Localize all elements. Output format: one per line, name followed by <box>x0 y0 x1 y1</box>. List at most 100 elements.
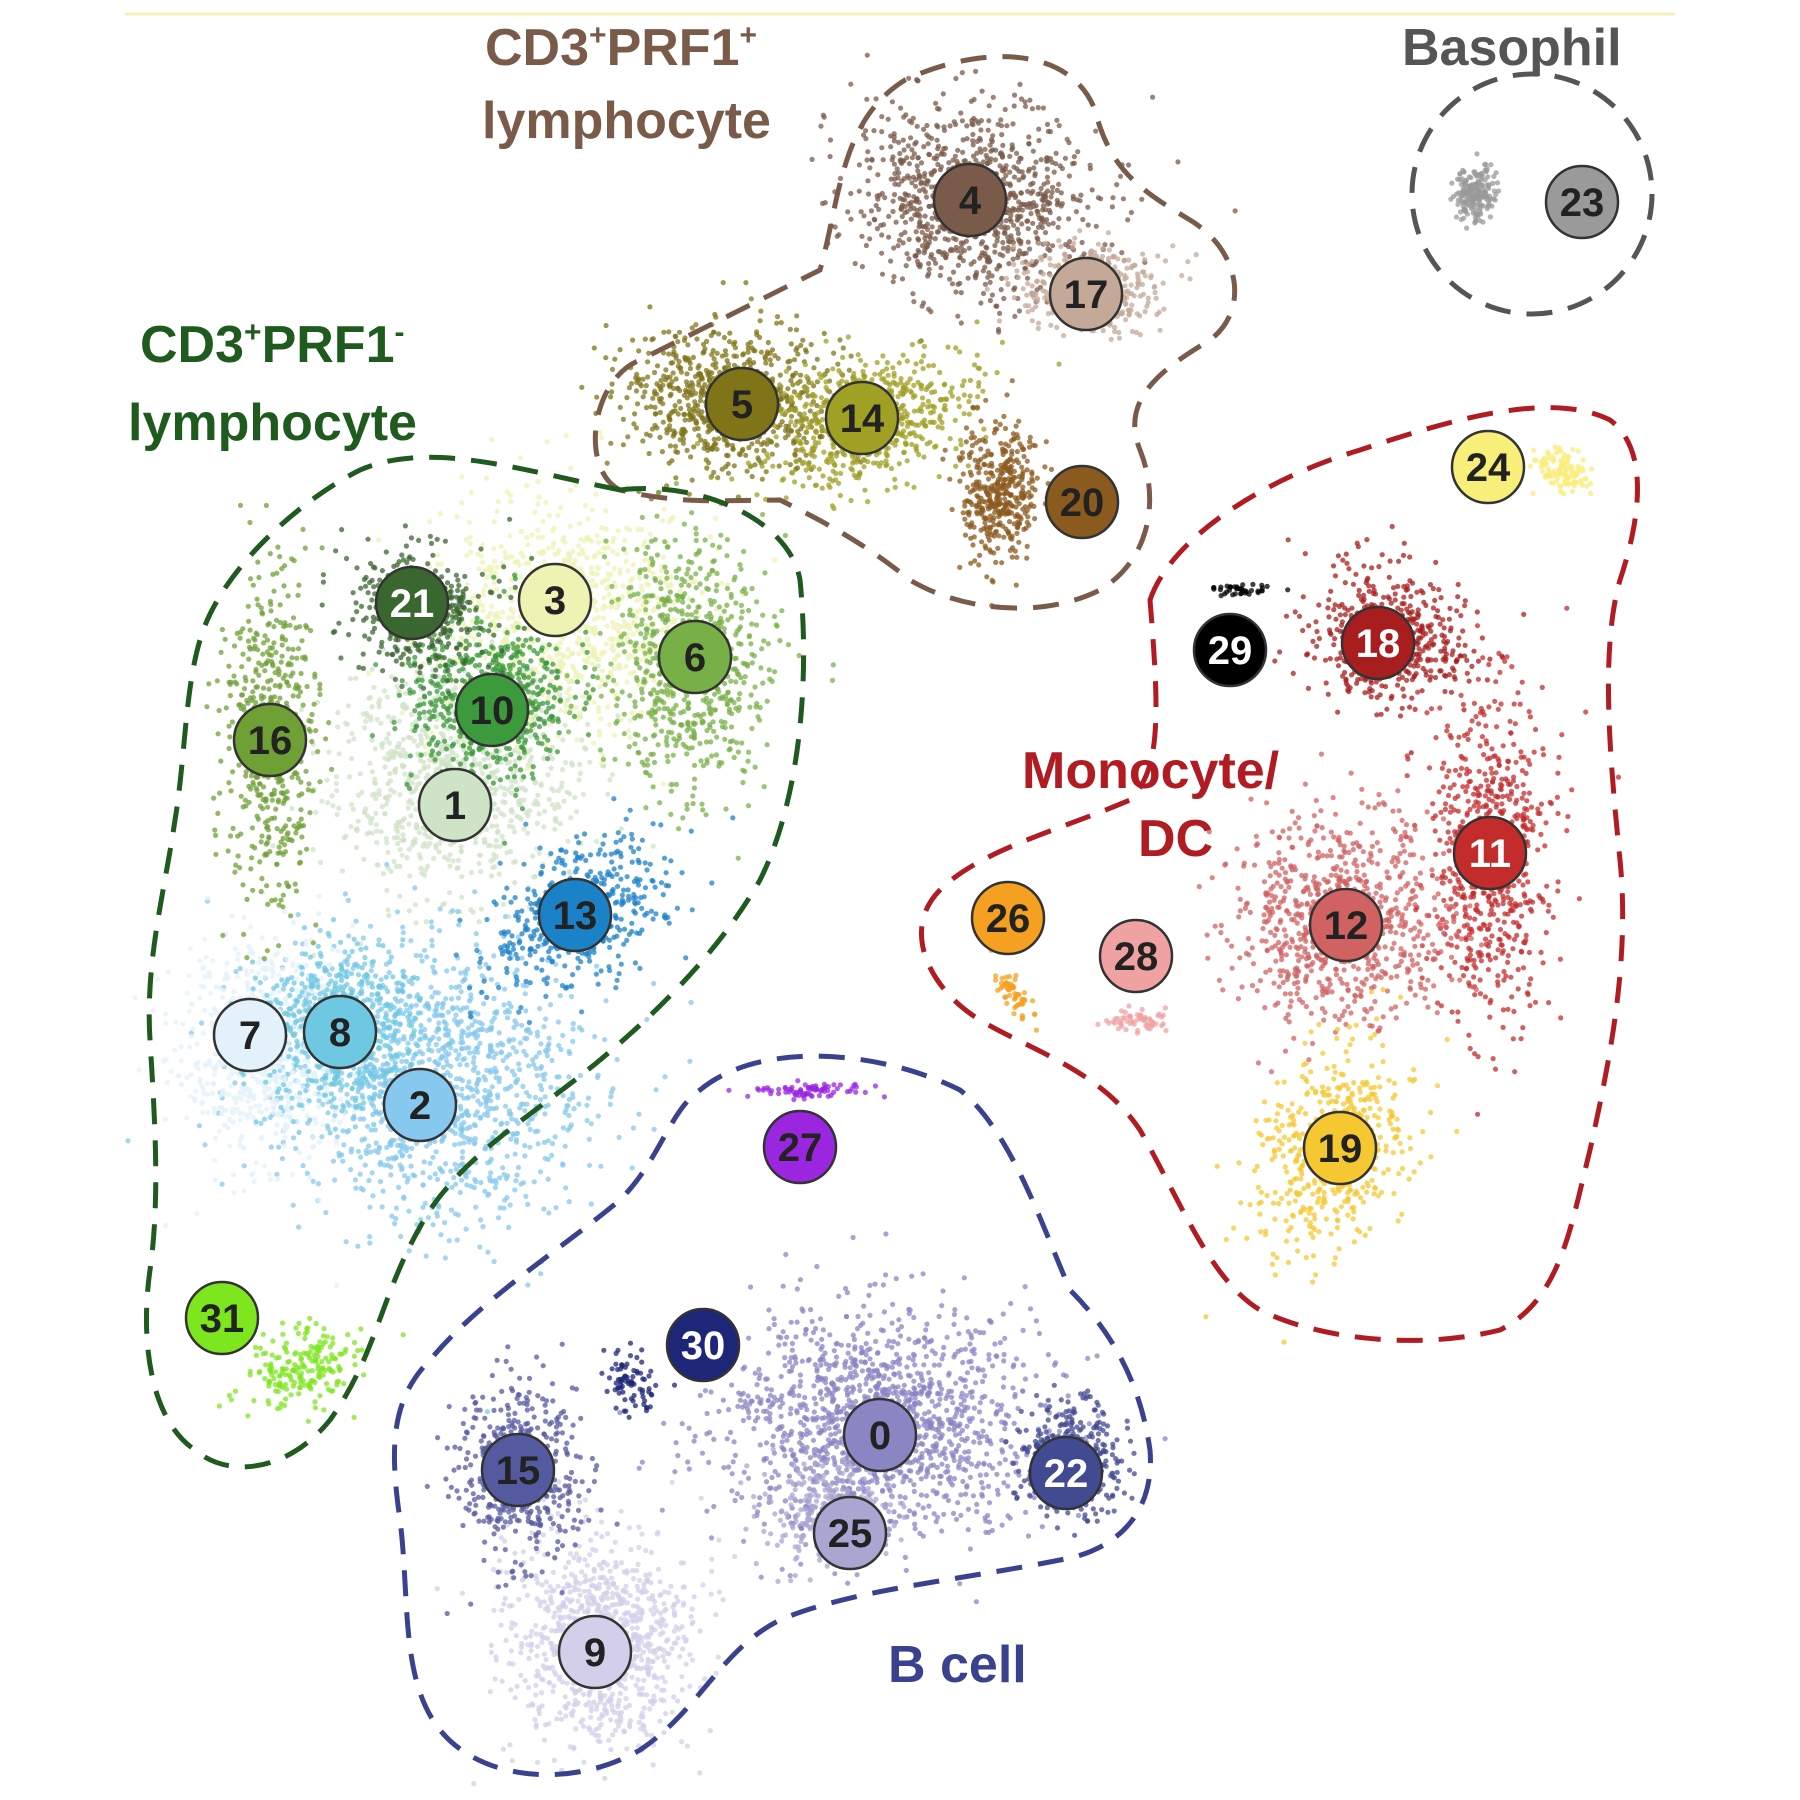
point <box>442 761 448 767</box>
point <box>333 781 340 787</box>
point <box>719 580 725 587</box>
point <box>482 655 488 661</box>
point <box>506 1224 512 1230</box>
point <box>468 869 475 876</box>
point <box>814 1414 820 1421</box>
point <box>453 1012 459 1018</box>
point <box>400 747 406 753</box>
point <box>553 819 560 825</box>
point <box>566 1074 572 1080</box>
point <box>797 1383 803 1389</box>
point <box>532 1128 538 1135</box>
point <box>938 265 944 271</box>
point <box>530 1057 536 1063</box>
point <box>523 1008 529 1014</box>
point <box>513 744 520 750</box>
point <box>1033 1318 1039 1324</box>
point <box>1114 182 1120 188</box>
point <box>637 607 643 613</box>
point <box>605 544 611 551</box>
point <box>589 578 595 584</box>
point <box>372 1085 378 1091</box>
point <box>399 824 405 830</box>
point <box>373 810 379 816</box>
point <box>600 752 606 758</box>
point <box>929 1398 935 1404</box>
point <box>381 688 387 694</box>
point <box>525 542 531 548</box>
point <box>919 1454 925 1461</box>
point <box>823 1380 829 1386</box>
point <box>572 557 579 564</box>
point <box>375 1013 381 1020</box>
point <box>994 1471 1000 1477</box>
point <box>455 908 461 915</box>
point <box>526 1063 532 1069</box>
point <box>514 967 520 973</box>
point <box>782 1355 788 1361</box>
point <box>478 906 484 912</box>
point <box>1094 1353 1100 1359</box>
point <box>454 1084 460 1090</box>
point <box>729 1382 735 1388</box>
point <box>476 761 482 767</box>
point <box>330 803 336 809</box>
point <box>553 1205 559 1211</box>
point <box>845 209 851 215</box>
point <box>406 1248 412 1254</box>
point <box>340 1158 346 1164</box>
point <box>934 137 940 143</box>
point <box>589 625 596 631</box>
point <box>394 909 401 915</box>
point <box>478 1179 484 1186</box>
point <box>456 1052 462 1058</box>
point <box>938 1473 944 1479</box>
point <box>398 997 404 1004</box>
point <box>969 1335 975 1341</box>
point <box>865 1330 871 1336</box>
point <box>754 1382 760 1388</box>
point <box>994 1487 1001 1493</box>
point <box>845 1390 851 1396</box>
point <box>430 1222 436 1228</box>
point <box>990 1465 996 1471</box>
point <box>912 1526 918 1532</box>
point <box>588 1121 594 1127</box>
point <box>810 1437 817 1443</box>
point <box>833 1480 839 1486</box>
point <box>601 578 608 584</box>
point <box>986 1500 993 1506</box>
point <box>372 776 378 782</box>
point <box>799 1442 805 1448</box>
point <box>599 525 605 531</box>
point <box>412 902 419 908</box>
point <box>915 1502 921 1508</box>
point <box>368 714 374 720</box>
point <box>535 801 541 808</box>
point <box>421 765 427 772</box>
point <box>521 656 527 663</box>
point <box>466 1079 472 1085</box>
point <box>481 756 487 762</box>
point <box>513 1078 519 1085</box>
point <box>813 1401 819 1407</box>
point <box>966 1416 972 1422</box>
point <box>357 771 363 777</box>
point <box>559 1161 566 1167</box>
point <box>490 865 496 871</box>
point <box>964 1423 970 1429</box>
point <box>886 1338 892 1344</box>
point <box>547 1002 554 1008</box>
point <box>367 1204 373 1210</box>
point <box>918 1371 924 1377</box>
point <box>779 1393 785 1399</box>
point <box>428 984 434 990</box>
point <box>577 770 584 777</box>
point <box>466 519 472 525</box>
point <box>951 1311 958 1318</box>
point <box>295 912 301 918</box>
cluster-4-points <box>809 52 1238 344</box>
point <box>645 582 651 589</box>
point <box>935 1390 941 1397</box>
point <box>647 531 654 537</box>
